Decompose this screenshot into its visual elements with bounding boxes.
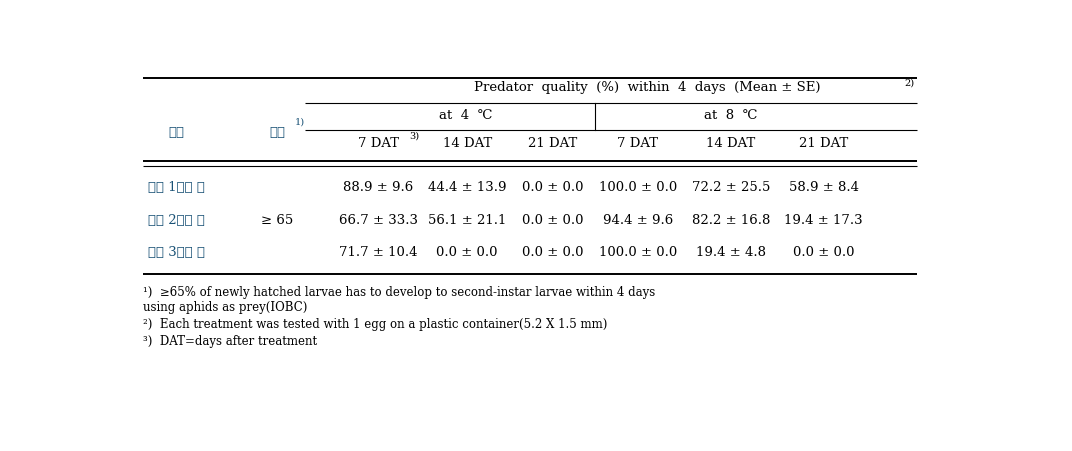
Text: 44.4 ± 13.9: 44.4 ± 13.9 <box>428 181 506 194</box>
Text: 72.2 ± 25.5: 72.2 ± 25.5 <box>691 181 770 194</box>
Text: 1): 1) <box>295 118 304 127</box>
Text: 94.4 ± 9.6: 94.4 ± 9.6 <box>602 214 673 227</box>
Text: 100.0 ± 0.0: 100.0 ± 0.0 <box>598 246 676 259</box>
Text: 88.9 ± 9.6: 88.9 ± 9.6 <box>343 181 413 194</box>
Text: 14 DAT: 14 DAT <box>706 137 756 150</box>
Text: at  8  ℃: at 8 ℃ <box>704 109 758 122</box>
Text: ³)  DAT=days after treatment: ³) DAT=days after treatment <box>144 335 317 348</box>
Text: 19.4 ± 17.3: 19.4 ± 17.3 <box>785 214 863 227</box>
Text: 56.1 ± 21.1: 56.1 ± 21.1 <box>428 214 506 227</box>
Text: 71.7 ± 10.4: 71.7 ± 10.4 <box>339 246 417 259</box>
Text: 0.0 ± 0.0: 0.0 ± 0.0 <box>522 181 583 194</box>
Text: 58.9 ± 8.4: 58.9 ± 8.4 <box>789 181 859 194</box>
Text: 7 DAT: 7 DAT <box>617 137 658 150</box>
Text: Predator  quality  (%)  within  4  days  (Mean ± SE): Predator quality (%) within 4 days (Mean… <box>474 82 821 95</box>
Text: 채란 2일된 알: 채란 2일된 알 <box>148 214 205 227</box>
Text: 0.0 ± 0.0: 0.0 ± 0.0 <box>793 246 854 259</box>
Text: using aphids as prey(IOBC): using aphids as prey(IOBC) <box>144 301 308 314</box>
Text: 0.0 ± 0.0: 0.0 ± 0.0 <box>436 246 498 259</box>
Text: 3): 3) <box>410 132 419 141</box>
Text: 기준: 기준 <box>269 126 285 139</box>
Text: 구분: 구분 <box>168 126 184 139</box>
Text: 7 DAT: 7 DAT <box>358 137 399 150</box>
Text: 21 DAT: 21 DAT <box>527 137 577 150</box>
Text: 19.4 ± 4.8: 19.4 ± 4.8 <box>696 246 765 259</box>
Text: 채란 1일된 알: 채란 1일된 알 <box>148 181 205 194</box>
Text: at  4  ℃: at 4 ℃ <box>438 109 492 122</box>
Text: 0.0 ± 0.0: 0.0 ± 0.0 <box>522 246 583 259</box>
Text: 82.2 ± 16.8: 82.2 ± 16.8 <box>691 214 770 227</box>
Text: 21 DAT: 21 DAT <box>799 137 848 150</box>
Text: 0.0 ± 0.0: 0.0 ± 0.0 <box>522 214 583 227</box>
Text: ²)  Each treatment was tested with 1 egg on a plastic container(5.2 X 1.5 mm): ²) Each treatment was tested with 1 egg … <box>144 318 608 331</box>
Text: 채란 3일된 알: 채란 3일된 알 <box>148 246 205 259</box>
Text: 14 DAT: 14 DAT <box>443 137 492 150</box>
Text: ¹)  ≥65% of newly hatched larvae has to develop to second-instar larvae within 4: ¹) ≥65% of newly hatched larvae has to d… <box>144 285 656 299</box>
Text: 66.7 ± 33.3: 66.7 ± 33.3 <box>339 214 418 227</box>
Text: ≥ 65: ≥ 65 <box>262 214 294 227</box>
Text: 2): 2) <box>905 78 914 87</box>
Text: 100.0 ± 0.0: 100.0 ± 0.0 <box>598 181 676 194</box>
